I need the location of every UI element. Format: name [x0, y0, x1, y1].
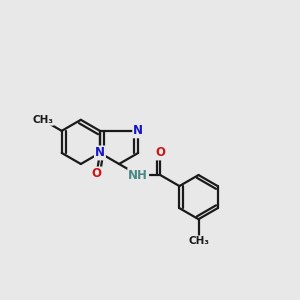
Text: CH₃: CH₃ [188, 236, 209, 246]
Text: O: O [155, 146, 165, 159]
Text: O: O [92, 167, 102, 180]
Text: N: N [95, 146, 105, 159]
Text: CH₃: CH₃ [32, 115, 53, 125]
Text: N: N [133, 124, 143, 137]
Text: NH: NH [128, 169, 148, 182]
